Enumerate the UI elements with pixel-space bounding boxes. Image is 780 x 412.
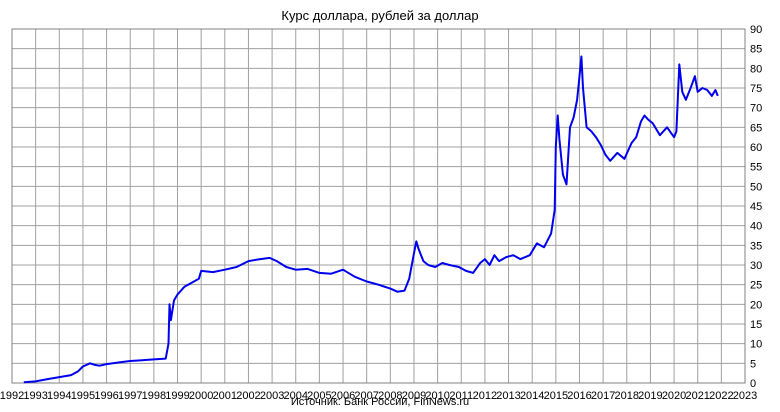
x-tick-label: 1996	[94, 390, 118, 402]
grid-lines	[11, 28, 746, 384]
x-axis-tick-labels: 1992 1993 1994 1995 1996 1997 1998 1999 2000 2001…	[0, 390, 757, 402]
y-tick-label: 35	[750, 240, 762, 252]
x-tick-label: 2017	[591, 390, 615, 402]
x-tick-label: 2021	[685, 390, 709, 402]
x-tick-label: 2020	[662, 390, 686, 402]
y-tick-label: 45	[750, 201, 762, 213]
x-tick-label: 1994	[47, 390, 71, 402]
y-tick-label: 80	[750, 63, 762, 75]
x-tick-label: 2007	[354, 390, 378, 402]
x-tick-label: 2000	[189, 390, 213, 402]
x-tick-label: 2003	[260, 390, 284, 402]
x-tick-label: 2002	[236, 390, 260, 402]
x-tick-label: 2005	[307, 390, 331, 402]
y-axis-tick-labels: 0 5 10 15 20 25 30 35 40 45 50 55 60 65 70 75 80 85 90	[750, 24, 762, 390]
y-tick-label: 90	[750, 24, 762, 36]
x-tick-label: 1998	[142, 390, 166, 402]
x-tick-label: 2018	[615, 390, 639, 402]
y-tick-label: 5	[750, 358, 756, 370]
x-tick-label: 2015	[544, 390, 568, 402]
y-tick-label: 50	[750, 181, 762, 193]
y-tick-label: 55	[750, 162, 762, 174]
y-tick-label: 40	[750, 221, 762, 233]
x-tick-label: 1999	[165, 390, 189, 402]
y-tick-label: 70	[750, 103, 762, 115]
y-tick-label: 85	[750, 44, 762, 56]
x-tick-label: 1993	[23, 390, 47, 402]
y-tick-label: 25	[750, 280, 762, 292]
x-tick-label: 2016	[567, 390, 591, 402]
x-tick-label: 2019	[638, 390, 662, 402]
plot-area	[11, 28, 746, 384]
x-tick-label: 2022	[709, 390, 733, 402]
y-tick-label: 0	[750, 378, 756, 390]
x-tick-label: 2004	[283, 390, 307, 402]
y-tick-label: 75	[750, 83, 762, 95]
x-tick-label: 2009	[402, 390, 426, 402]
x-tick-label: 1995	[71, 390, 95, 402]
x-tick-label: 2023	[733, 390, 757, 402]
y-tick-label: 65	[750, 122, 762, 134]
x-tick-label: 2006	[331, 390, 355, 402]
y-tick-label: 30	[750, 260, 762, 272]
chart-title: Курс доллара, рублей за доллар	[281, 8, 478, 23]
source-caption: Источник: Банк России, FinNews.ru	[291, 396, 469, 408]
x-tick-label: 2014	[520, 390, 544, 402]
y-tick-label: 15	[750, 319, 762, 331]
y-tick-label: 60	[750, 142, 762, 154]
x-tick-label: 2010	[425, 390, 449, 402]
y-tick-label: 10	[750, 339, 762, 351]
x-tick-label: 2013	[496, 390, 520, 402]
x-tick-label: 2008	[378, 390, 402, 402]
x-tick-label: 2001	[213, 390, 237, 402]
x-tick-label: 2012	[473, 390, 497, 402]
y-tick-label: 20	[750, 299, 762, 311]
x-tick-label: 1992	[0, 390, 24, 402]
x-tick-label: 2011	[449, 390, 473, 402]
series-line	[23, 55, 719, 384]
x-tick-label: 1997	[118, 390, 142, 402]
